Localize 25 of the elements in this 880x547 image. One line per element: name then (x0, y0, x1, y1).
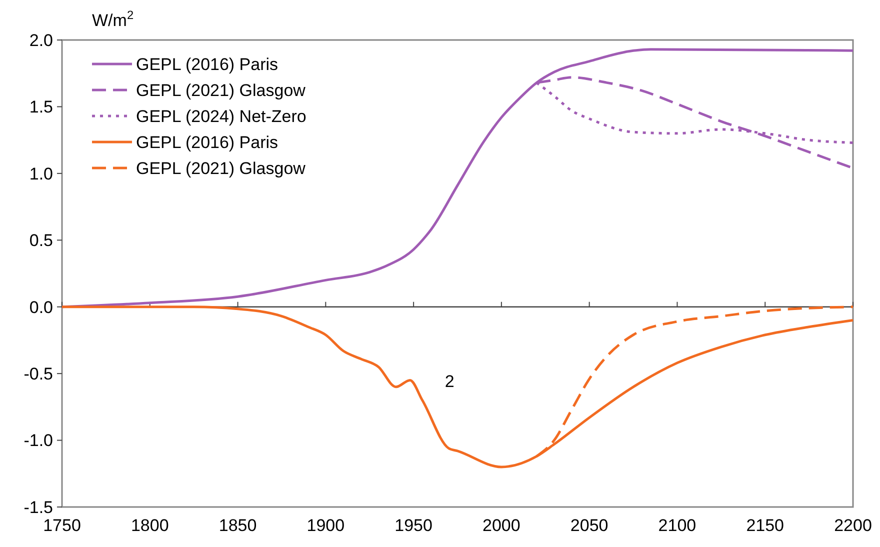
y-tick-label: 1.5 (29, 98, 53, 117)
y-tick-label: 2.0 (29, 30, 53, 50)
y-tick-label: -1.0 (24, 431, 53, 450)
y-tick-label: -0.5 (24, 364, 53, 384)
y-tick-label: 0.0 (29, 298, 53, 317)
x-tick-label: 2050 (570, 516, 608, 535)
y-tick-label: 0.5 (29, 231, 53, 250)
x-tick-label: 1800 (130, 516, 169, 535)
x-tick-label: 1950 (394, 516, 432, 535)
annotation: 2 (444, 372, 454, 391)
x-tick-label: 2000 (482, 516, 520, 535)
x-tick-label: 2150 (746, 516, 784, 535)
y-tick-label: 1.0 (29, 164, 53, 184)
legend-label: GEPL (2021) Glasgow (136, 80, 306, 100)
legend-label: GEPL (2016) Paris (136, 132, 278, 152)
legend-label: GEPL (2021) Glasgow (136, 158, 306, 178)
legend-label: GEPL (2024) Net-Zero (136, 106, 306, 126)
x-tick-label: 2200 (834, 516, 872, 535)
y-tick-label: -1.5 (24, 498, 53, 517)
x-tick-label: 2100 (658, 516, 696, 535)
y-axis-title: W/m$^{2}$ (92, 8, 134, 30)
legend-label: GEPL (2016) Paris (136, 54, 278, 74)
x-tick-label: 1750 (43, 516, 81, 535)
x-tick-label: 1850 (218, 516, 257, 535)
x-tick-label: 1900 (306, 516, 345, 535)
